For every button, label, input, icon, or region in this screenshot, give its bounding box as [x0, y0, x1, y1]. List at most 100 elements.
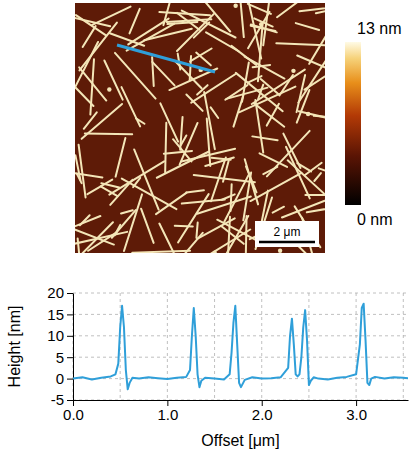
nanowire [110, 33, 144, 45]
colorbar-label: 0 nm [357, 211, 393, 228]
y-tick: -5 [51, 391, 73, 408]
nanowire [82, 104, 122, 139]
x-tick-label: 2.0 [252, 406, 273, 423]
nanowire [75, 232, 127, 245]
grid-line-x-minor [214, 293, 215, 400]
grid-line-x [167, 293, 168, 400]
y-tick-label: 5 [56, 349, 64, 366]
nanowire [299, 111, 325, 120]
nanowire [174, 233, 203, 253]
nanowire [124, 194, 142, 251]
y-tick-mark [67, 379, 73, 380]
x-tick: 0.0 [63, 400, 84, 423]
nanowire [83, 26, 96, 47]
y-tick-label: 10 [47, 327, 64, 344]
nanowire [75, 155, 80, 180]
nanowire [75, 216, 100, 231]
grid-line-x [73, 293, 74, 400]
nanowire [182, 199, 225, 203]
nanowire [299, 6, 325, 11]
nanowires [75, 3, 325, 253]
nanowire [288, 160, 325, 200]
nanowire [245, 216, 248, 253]
nanowire [319, 168, 325, 171]
x-axis: 0.0 1.0 2.0 3.0 [63, 400, 408, 423]
nanowire [104, 61, 122, 100]
nanowire [250, 173, 301, 201]
nanowire [90, 59, 94, 114]
nanowire [282, 194, 325, 217]
y-tick-mark [67, 314, 73, 315]
nanowire [128, 19, 168, 45]
x-tick: 3.0 [346, 400, 367, 423]
nanowire [190, 48, 211, 61]
particle [212, 251, 216, 253]
nanowire [132, 251, 190, 253]
grid [73, 293, 408, 400]
plot-area [73, 304, 408, 390]
y-tick-label: 0 [56, 370, 64, 387]
x-axis-title: Offset [μm] [201, 432, 279, 449]
nanowire [152, 62, 174, 85]
y-tick-mark [67, 400, 73, 401]
x-tick: 1.0 [157, 400, 178, 423]
nanowire [254, 18, 272, 26]
nanowire [159, 224, 188, 253]
nanowire [236, 73, 283, 111]
colorbar-label: 13 nm [357, 20, 401, 37]
nanowire [112, 210, 136, 238]
grid-line-y [73, 400, 408, 401]
x-tick-label: 1.0 [157, 406, 178, 423]
nanowire [222, 194, 235, 199]
nanowire [211, 107, 219, 118]
nanowire [245, 57, 285, 79]
nanowire [245, 159, 258, 204]
particle [233, 4, 237, 8]
nanowire [79, 23, 116, 71]
nanowire [253, 65, 270, 67]
nanowire [267, 104, 279, 126]
y-tick-label: -5 [51, 391, 64, 408]
y-axis-title: Height [nm] [6, 306, 23, 388]
nanowire [217, 220, 261, 243]
nanowire [316, 10, 325, 13]
nanowire [180, 117, 182, 150]
scale-bar [259, 241, 315, 244]
x-tick-label: 3.0 [346, 406, 367, 423]
nanowire [115, 53, 156, 99]
nanowire [309, 34, 325, 64]
nanowire [255, 100, 263, 152]
grid-line-y [73, 293, 408, 294]
nanowire [127, 24, 175, 51]
grid-line-x-minor [403, 293, 404, 400]
y-tick: 10 [47, 327, 73, 344]
y-tick-mark [67, 293, 73, 294]
scale-bar-label: 2 μm [274, 225, 301, 239]
grid-line-y [73, 335, 408, 336]
height-profile [73, 304, 408, 390]
y-tick: 20 [47, 284, 73, 301]
nanowire [182, 11, 236, 38]
particle [306, 112, 310, 116]
nanowire [133, 178, 140, 187]
y-axis-line [73, 294, 74, 401]
nanowire [297, 90, 310, 123]
nanowire [76, 15, 106, 36]
nanowire [164, 151, 192, 154]
y-tick: 0 [56, 370, 73, 387]
y-tick-label: 15 [47, 306, 64, 323]
nanowire [79, 145, 86, 198]
nanowire [296, 23, 319, 30]
nanowire [277, 3, 305, 17]
nanowire [165, 123, 166, 172]
nanowire [252, 136, 277, 140]
figure: 2 μm 13 nm 0 nm 0.0 1.0 2.0 3.0 -5 0 5 10 15 20 Offse… [0, 0, 419, 455]
particle [278, 248, 282, 252]
nanowire [314, 173, 321, 181]
nanowire [226, 88, 267, 99]
scale-bar-box [255, 221, 319, 247]
nanowire [248, 76, 262, 83]
nanowire [258, 25, 263, 81]
nanowire [186, 190, 204, 192]
y-tick-label: 20 [47, 284, 64, 301]
